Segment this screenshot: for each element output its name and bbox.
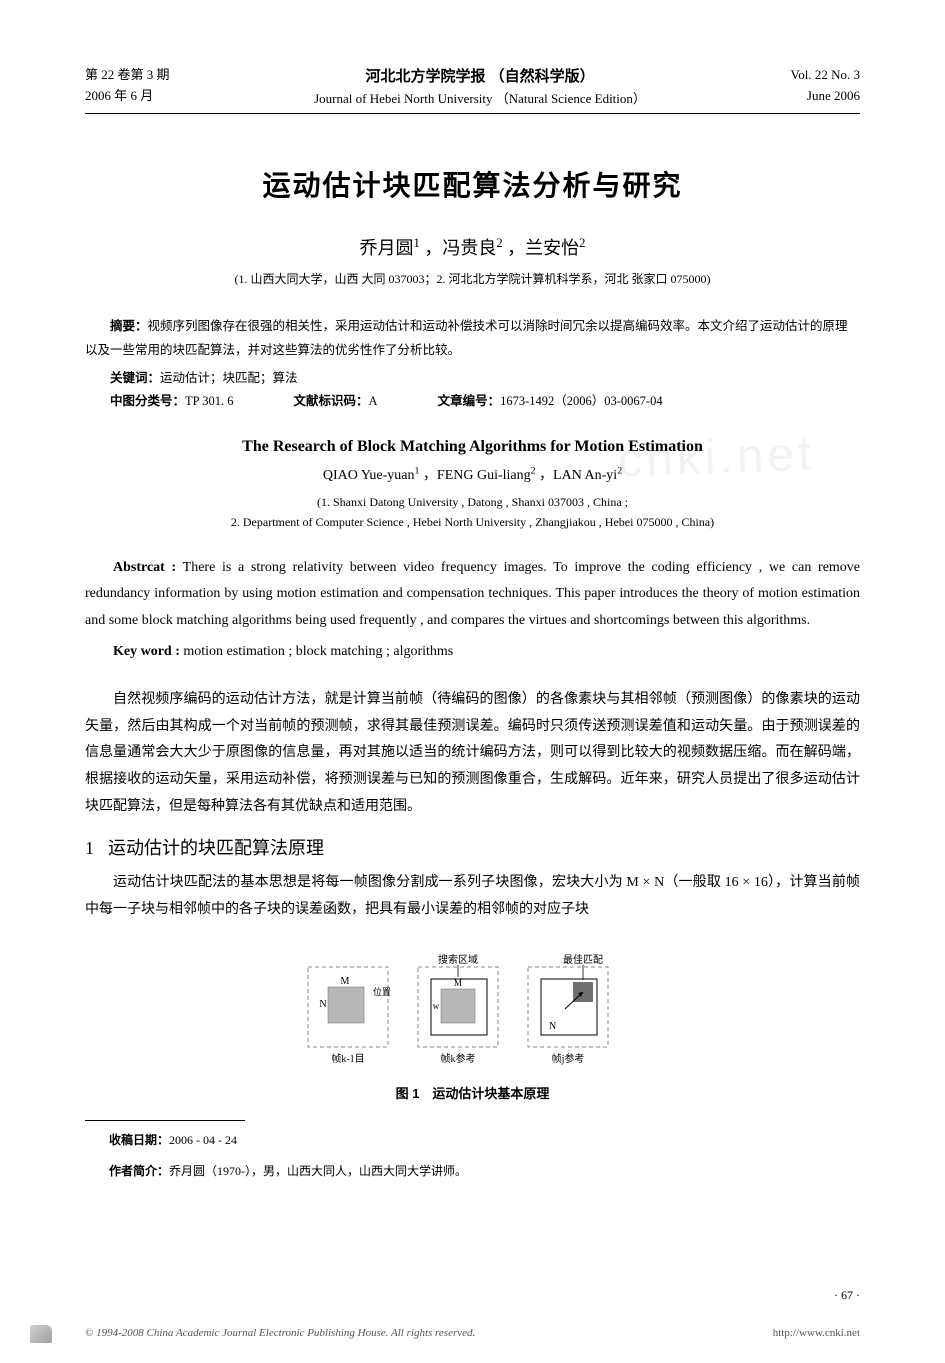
affiliations-cn: (1. 山西大同大学，山西 大同 037003；2. 河北北方学院计算机科学系，… [85, 270, 860, 287]
keywords-cn-label: 关键词： [110, 371, 160, 385]
journal-name-cn: 河北北方学院学报 （自然科学版） [170, 65, 791, 86]
page-number: · 67 · [834, 1288, 860, 1303]
keywords-cn-text: 运动估计；块匹配；算法 [160, 371, 298, 385]
page-header: 第 22 卷第 3 期 2006 年 6 月 河北北方学院学报 （自然科学版） … [85, 65, 860, 114]
received-date: 收稿日期：2006 - 04 - 24 [85, 1129, 860, 1152]
abstract-cn-text: 视频序列图像存在很强的相关性，采用运动估计和运动补偿技术可以消除时间冗余以提高编… [85, 319, 848, 357]
authors-en: QIAO Yue-yuan1 ，FENG Gui-liang2 ，LAN An-… [85, 464, 860, 484]
footer-divider [85, 1120, 245, 1121]
abstract-cn-label: 摘要： [110, 319, 148, 333]
svg-text:M: M [453, 978, 461, 988]
article-id: 文章编号：1673-1492（2006）03-0067-04 [438, 390, 663, 414]
svg-text:搜索区域: 搜索区域 [438, 953, 478, 966]
article-title-en: The Research of Block Matching Algorithm… [85, 438, 860, 456]
abstract-cn: 摘要：视频序列图像存在很强的相关性，采用运动估计和运动补偿技术可以消除时间冗余以… [85, 315, 860, 363]
page-curl-icon [30, 1325, 52, 1343]
received-date-label: 收稿日期： [109, 1133, 169, 1147]
svg-text:M: M [340, 976, 349, 987]
header-center: 河北北方学院学报 （自然科学版） Journal of Hebei North … [170, 65, 791, 107]
section-1-title: 运动估计的块匹配算法原理 [108, 838, 324, 858]
date-cn: 2006 年 6 月 [85, 86, 170, 107]
section-1-heading: 1 运动估计的块匹配算法原理 [85, 834, 860, 860]
copyright-footer: © 1994-2008 China Academic Journal Elect… [85, 1327, 860, 1339]
abstract-en-label: Abstrcat : [113, 560, 176, 575]
svg-text:位置: 位置 [373, 986, 391, 997]
svg-text:帧k参考: 帧k参考 [440, 1052, 475, 1065]
clc-number: 中图分类号：TP 301. 6 [110, 390, 234, 414]
author-bio-text: 乔月圆（1970-），男，山西大同人，山西大同大学讲师。 [169, 1164, 467, 1178]
doc-code: 文献标识码：A [294, 390, 378, 414]
figure-1-caption: 图 1 运动估计块基本原理 [85, 1083, 860, 1102]
volume-issue-cn: 第 22 卷第 3 期 [85, 65, 170, 86]
section-1-paragraph: 运动估计块匹配法的基本思想是将每一帧图像分割成一系列子块图像，宏块大小为 M ×… [85, 870, 860, 923]
copyright-text: © 1994-2008 China Academic Journal Elect… [85, 1327, 475, 1339]
author-bio-label: 作者简介： [109, 1164, 169, 1178]
affiliation-en-2: 2. Department of Computer Science , Hebe… [85, 512, 860, 532]
figure-1: M N 位置 帧k-1目 M w 搜索区域 帧k参考 N 最佳匹配 帧j参考 图… [85, 937, 860, 1102]
authors-cn: 乔月圆1 ，冯贵良2 ，兰安怡2 [85, 234, 860, 260]
classification-row: 中图分类号：TP 301. 6 文献标识码：A 文章编号：1673-1492（2… [85, 390, 860, 414]
svg-text:帧j参考: 帧j参考 [551, 1052, 584, 1065]
journal-name-en: Journal of Hebei North University （Natur… [170, 88, 791, 107]
keywords-en-label: Key word : [113, 644, 180, 659]
header-right: Vol. 22 No. 3 June 2006 [791, 65, 860, 107]
date-en: June 2006 [791, 86, 860, 107]
section-1-num: 1 [85, 838, 94, 858]
abstract-en: Abstrcat : There is a strong relativity … [85, 555, 860, 635]
received-date-value: 2006 - 04 - 24 [169, 1133, 237, 1147]
author-bio: 作者简介：乔月圆（1970-），男，山西大同人，山西大同大学讲师。 [85, 1160, 860, 1183]
svg-text:N: N [549, 1021, 556, 1032]
copyright-url: http://www.cnki.net [773, 1327, 860, 1339]
svg-text:N: N [319, 999, 326, 1010]
header-left: 第 22 卷第 3 期 2006 年 6 月 [85, 65, 170, 107]
keywords-cn: 关键词：运动估计；块匹配；算法 [85, 367, 860, 391]
svg-text:w: w [432, 1001, 439, 1011]
intro-paragraph: 自然视频序编码的运动估计方法，就是计算当前帧（待编码的图像）的各像素块与其相邻帧… [85, 687, 860, 820]
abstract-en-text: There is a strong relativity between vid… [85, 560, 860, 628]
volume-issue-en: Vol. 22 No. 3 [791, 65, 860, 86]
affiliations-en: (1. Shanxi Datong University , Datong , … [85, 492, 860, 533]
figure-1-diagram: M N 位置 帧k-1目 M w 搜索区域 帧k参考 N 最佳匹配 帧j参考 [293, 937, 653, 1077]
svg-text:最佳匹配: 最佳匹配 [563, 953, 603, 966]
keywords-en-text: motion estimation ; block matching ; alg… [183, 644, 453, 659]
article-title-cn: 运动估计块匹配算法分析与研究 [85, 164, 860, 204]
affiliation-en-1: (1. Shanxi Datong University , Datong , … [85, 492, 860, 512]
svg-text:帧k-1目: 帧k-1目 [331, 1052, 364, 1065]
keywords-en: Key word : motion estimation ; block mat… [85, 639, 860, 666]
